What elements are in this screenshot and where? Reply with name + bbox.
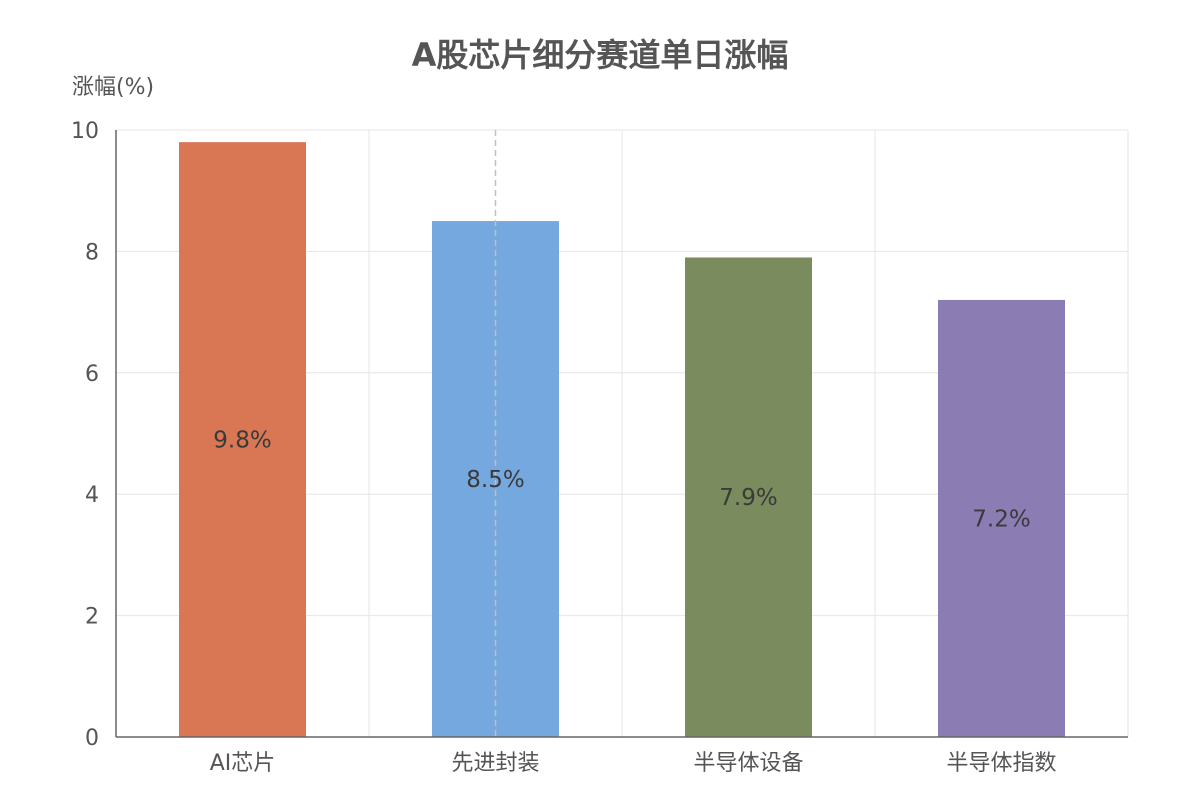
axes: [115, 130, 1128, 738]
data-label: 7.9%: [719, 485, 777, 511]
y-tick-label: 2: [85, 605, 99, 630]
bar[interactable]: [685, 257, 812, 737]
chart-title: A股芯片细分赛道单日涨幅: [412, 36, 789, 74]
y-tick-label: 6: [85, 362, 99, 387]
x-tick-label: 半导体指数: [946, 751, 1056, 776]
data-label: 7.2%: [972, 506, 1030, 532]
x-tick-label: 半导体设备: [693, 751, 803, 776]
bar[interactable]: [938, 299, 1065, 737]
y-axis-label: 涨幅(%): [72, 75, 154, 100]
x-tick-label: 先进封装: [451, 751, 539, 776]
bar[interactable]: [179, 142, 306, 737]
labels: 0 2 4 6 8 10 9.8% AI芯片 8.5% 先进封装 7.9% 半导体设备 7.2% 半导体指…: [71, 119, 1057, 776]
y-tick-label: 10: [71, 119, 99, 144]
y-tick-label: 8: [85, 240, 99, 265]
y-tick-label: 0: [85, 726, 99, 751]
y-tick-label: 4: [85, 483, 99, 508]
data-label: 8.5%: [466, 467, 524, 493]
data-label: 9.8%: [213, 428, 271, 454]
x-tick-label: AI芯片: [210, 751, 276, 776]
